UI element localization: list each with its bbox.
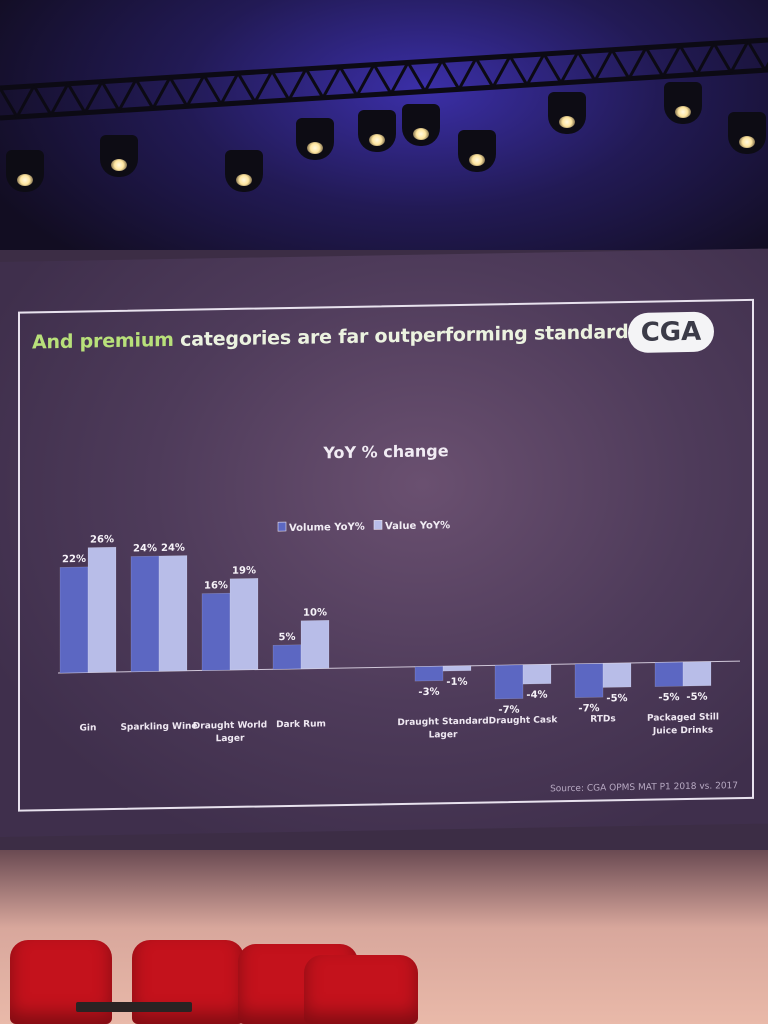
category-label: Dark Rum <box>276 719 326 730</box>
stage-light <box>728 112 766 154</box>
red-armchair <box>304 955 418 1024</box>
bar-volume <box>494 664 524 700</box>
data-label: 16% <box>204 580 228 591</box>
lighting-truss <box>0 37 768 121</box>
side-table <box>76 1002 192 1012</box>
bar-value <box>300 620 330 670</box>
data-label: 22% <box>62 554 86 565</box>
bar-value <box>602 662 632 688</box>
bar-volume <box>201 592 231 671</box>
data-label: 26% <box>90 534 114 545</box>
category-label: Juice Drinks <box>652 726 713 737</box>
data-label: -5% <box>686 692 707 703</box>
bar-volume <box>272 644 302 670</box>
data-label: 5% <box>279 632 296 643</box>
stage-light <box>664 82 702 124</box>
data-label: -3% <box>418 687 439 698</box>
legend-swatch <box>277 521 287 532</box>
category-label: RTDs <box>590 714 615 724</box>
data-label: 24% <box>133 543 157 554</box>
category-label: Lager <box>429 730 458 741</box>
data-label: 24% <box>161 543 185 554</box>
bar-value <box>442 665 472 672</box>
data-label: 19% <box>232 565 256 576</box>
stage-light <box>225 150 263 192</box>
category-label: Sparkling Wine <box>120 722 197 733</box>
stage-light <box>458 130 496 172</box>
stage-light <box>358 110 396 152</box>
bar-volume <box>414 666 444 682</box>
projection-screen: And premium categories are far outperfor… <box>0 248 768 838</box>
stage-light <box>548 92 586 134</box>
bar-value <box>682 661 712 687</box>
bar-volume <box>654 661 684 687</box>
bar-volume <box>574 663 604 698</box>
category-label: Gin <box>80 723 97 733</box>
category-label: Draught Cask <box>489 715 559 726</box>
data-label: -5% <box>658 692 679 703</box>
stage-light <box>6 150 44 192</box>
legend-label: Volume YoY% <box>289 522 365 534</box>
category-label: Draught Standard <box>397 716 488 728</box>
data-label: -1% <box>446 677 467 688</box>
bar-value <box>158 555 188 672</box>
bar-volume <box>59 566 89 674</box>
data-label: -4% <box>526 690 547 701</box>
data-label: 10% <box>303 607 327 618</box>
bar-value <box>87 546 117 673</box>
slide: And premium categories are far outperfor… <box>18 298 754 812</box>
data-label: -5% <box>606 693 627 704</box>
data-label: -7% <box>498 705 519 716</box>
legend-label: Value YoY% <box>385 520 450 532</box>
category-label: Lager <box>216 734 245 745</box>
bar-value <box>229 578 259 671</box>
stage-light <box>296 118 334 160</box>
yoy-bar-chart: YoY % change Volume YoY% Value YoY% 22% 26% G… <box>58 441 740 745</box>
legend-swatch <box>373 520 383 530</box>
category-label: Draught World <box>193 720 267 731</box>
bar-volume <box>130 555 160 672</box>
stage-light <box>100 135 138 177</box>
stage-light <box>402 104 440 146</box>
bar-value <box>522 664 552 685</box>
data-label: -7% <box>578 703 599 714</box>
chart-title: YoY % change <box>322 441 448 462</box>
category-label: Packaged Still <box>647 712 719 723</box>
